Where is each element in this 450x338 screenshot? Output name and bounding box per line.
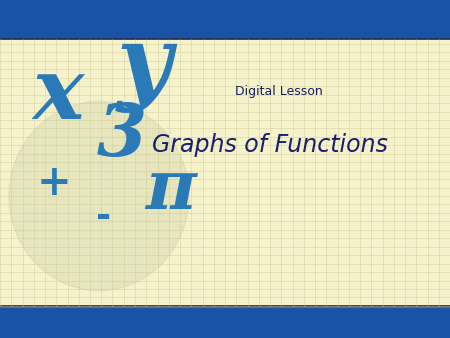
Text: y: y bbox=[117, 23, 171, 113]
Text: Digital Lesson: Digital Lesson bbox=[235, 85, 323, 98]
Text: 3: 3 bbox=[96, 100, 147, 171]
Text: π: π bbox=[145, 155, 197, 223]
Text: x: x bbox=[33, 53, 84, 137]
Bar bbox=[0, 39, 450, 306]
Text: +: + bbox=[36, 162, 72, 203]
Text: Graphs of Functions: Graphs of Functions bbox=[152, 133, 388, 158]
Ellipse shape bbox=[9, 101, 189, 291]
Text: -: - bbox=[96, 199, 111, 233]
